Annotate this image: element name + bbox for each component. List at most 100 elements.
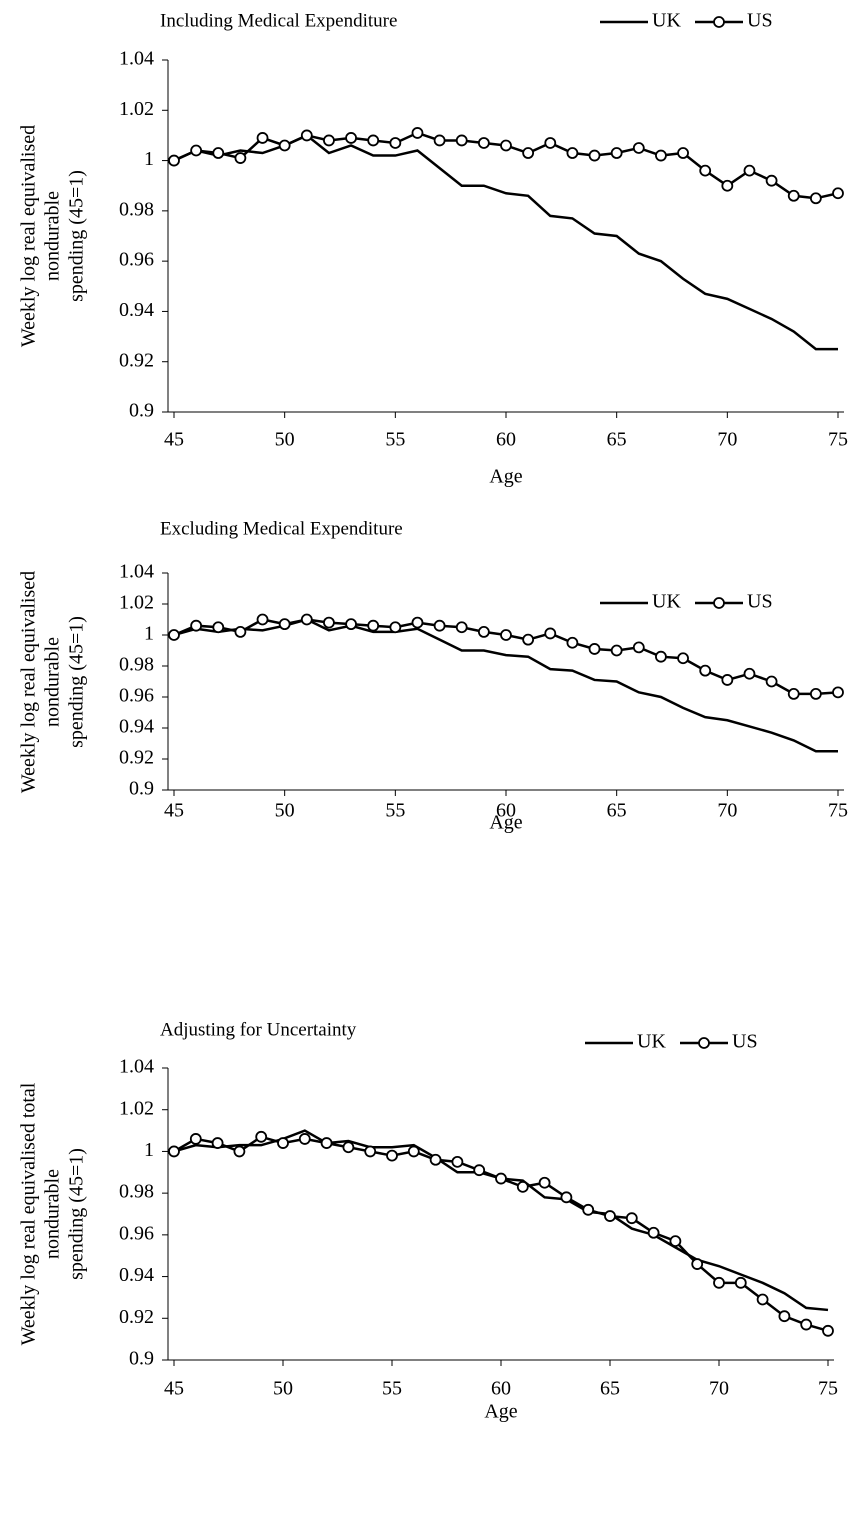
data-point <box>610 147 623 159</box>
y-tick-label: 0.98 <box>119 654 154 676</box>
data-point <box>389 137 402 149</box>
data-point <box>256 613 269 626</box>
data-point <box>522 147 535 159</box>
x-tick-label: 65 <box>607 429 627 451</box>
data-point <box>604 1210 616 1222</box>
y-tick-label: 1.02 <box>119 98 154 120</box>
y-tick-label: 1.04 <box>119 48 154 70</box>
y-tick-label: 1 <box>144 623 154 645</box>
data-point <box>610 644 623 657</box>
series-line <box>173 133 838 351</box>
data-point <box>189 1133 202 1145</box>
data-point <box>190 619 203 632</box>
data-point <box>451 1155 464 1168</box>
data-point <box>721 179 734 192</box>
data-point <box>212 147 225 159</box>
data-point <box>433 134 446 147</box>
data-point <box>721 674 734 686</box>
data-point <box>364 1145 377 1158</box>
data-point <box>809 192 822 205</box>
data-point <box>345 618 357 631</box>
data-point <box>566 636 579 649</box>
data-point <box>212 621 225 634</box>
data-point <box>407 1145 420 1158</box>
y-axis-label: nondurable <box>42 637 64 727</box>
legend-label: UK <box>637 1031 666 1053</box>
data-point <box>655 149 667 162</box>
data-point <box>300 129 313 142</box>
data-point <box>477 137 490 149</box>
data-point <box>632 142 645 154</box>
y-axis-label: spending (45=1) <box>66 170 88 302</box>
data-point <box>765 675 778 688</box>
x-tick-label: 60 <box>496 429 516 451</box>
data-point <box>677 147 689 159</box>
data-point <box>168 154 180 167</box>
x-axis-label: Age <box>489 466 522 488</box>
legend-marker <box>698 1037 710 1049</box>
data-point <box>677 652 689 665</box>
data-point <box>389 621 402 634</box>
data-point <box>386 1149 398 1162</box>
data-point <box>500 139 512 152</box>
data-point <box>367 619 380 632</box>
y-axis-label: Weekly log real equivalised total <box>18 1082 40 1345</box>
data-point <box>734 1276 747 1289</box>
data-point <box>323 134 335 147</box>
x-tick-label: 70 <box>717 429 737 451</box>
series-line <box>173 1135 829 1333</box>
data-point <box>233 1145 246 1158</box>
y-axis-label: nondurable <box>42 1169 64 1259</box>
x-tick-label: 65 <box>600 1378 620 1400</box>
data-point <box>516 1180 529 1193</box>
y-tick-label: 1.04 <box>119 1056 154 1078</box>
x-tick-label: 75 <box>828 800 848 822</box>
x-tick-label: 50 <box>273 1378 293 1400</box>
y-tick-label: 0.9 <box>129 778 154 800</box>
x-axis-label: Age <box>484 1401 517 1423</box>
x-tick-label: 70 <box>709 1378 729 1400</box>
data-point <box>691 1258 704 1270</box>
data-point <box>544 627 557 640</box>
y-tick-label: 1 <box>144 148 154 170</box>
chart-title: Adjusting for Uncertainty <box>160 1019 357 1040</box>
data-point <box>588 643 601 655</box>
x-tick-label: 60 <box>491 1378 511 1400</box>
y-tick-label: 0.96 <box>119 685 154 707</box>
y-tick-label: 0.92 <box>119 1306 154 1328</box>
data-point <box>832 686 844 699</box>
x-tick-label: 55 <box>385 800 405 822</box>
data-point <box>809 688 822 700</box>
data-point <box>522 633 535 646</box>
y-tick-label: 0.9 <box>129 1348 154 1370</box>
data-point <box>787 189 800 202</box>
data-point <box>190 144 203 157</box>
y-tick-label: 0.94 <box>119 1264 154 1286</box>
x-tick-label: 65 <box>607 800 627 822</box>
data-point <box>743 164 756 177</box>
data-point <box>411 616 424 629</box>
data-point <box>455 621 468 634</box>
data-point <box>787 688 800 700</box>
y-tick-label: 0.92 <box>119 349 154 371</box>
x-tick-label: 70 <box>717 800 737 822</box>
data-point <box>345 132 357 144</box>
data-point <box>256 132 269 144</box>
data-point <box>367 134 380 147</box>
legend-label: UK <box>652 10 681 32</box>
y-axis-label: Weekly log real equivalised <box>18 571 40 793</box>
data-point <box>800 1318 813 1331</box>
data-point <box>625 1212 638 1225</box>
data-point <box>632 641 645 654</box>
chart-title: Including Medical Expenditure <box>160 10 397 31</box>
data-point <box>433 619 446 632</box>
y-axis-label: nondurable <box>42 191 64 281</box>
data-point <box>669 1235 682 1248</box>
x-tick-label: 45 <box>164 429 184 451</box>
y-tick-label: 0.9 <box>129 400 154 422</box>
y-tick-label: 0.96 <box>119 249 154 271</box>
y-tick-label: 0.94 <box>119 716 154 738</box>
y-tick-label: 0.98 <box>119 1181 154 1203</box>
data-point <box>582 1203 595 1216</box>
data-point <box>278 139 291 152</box>
